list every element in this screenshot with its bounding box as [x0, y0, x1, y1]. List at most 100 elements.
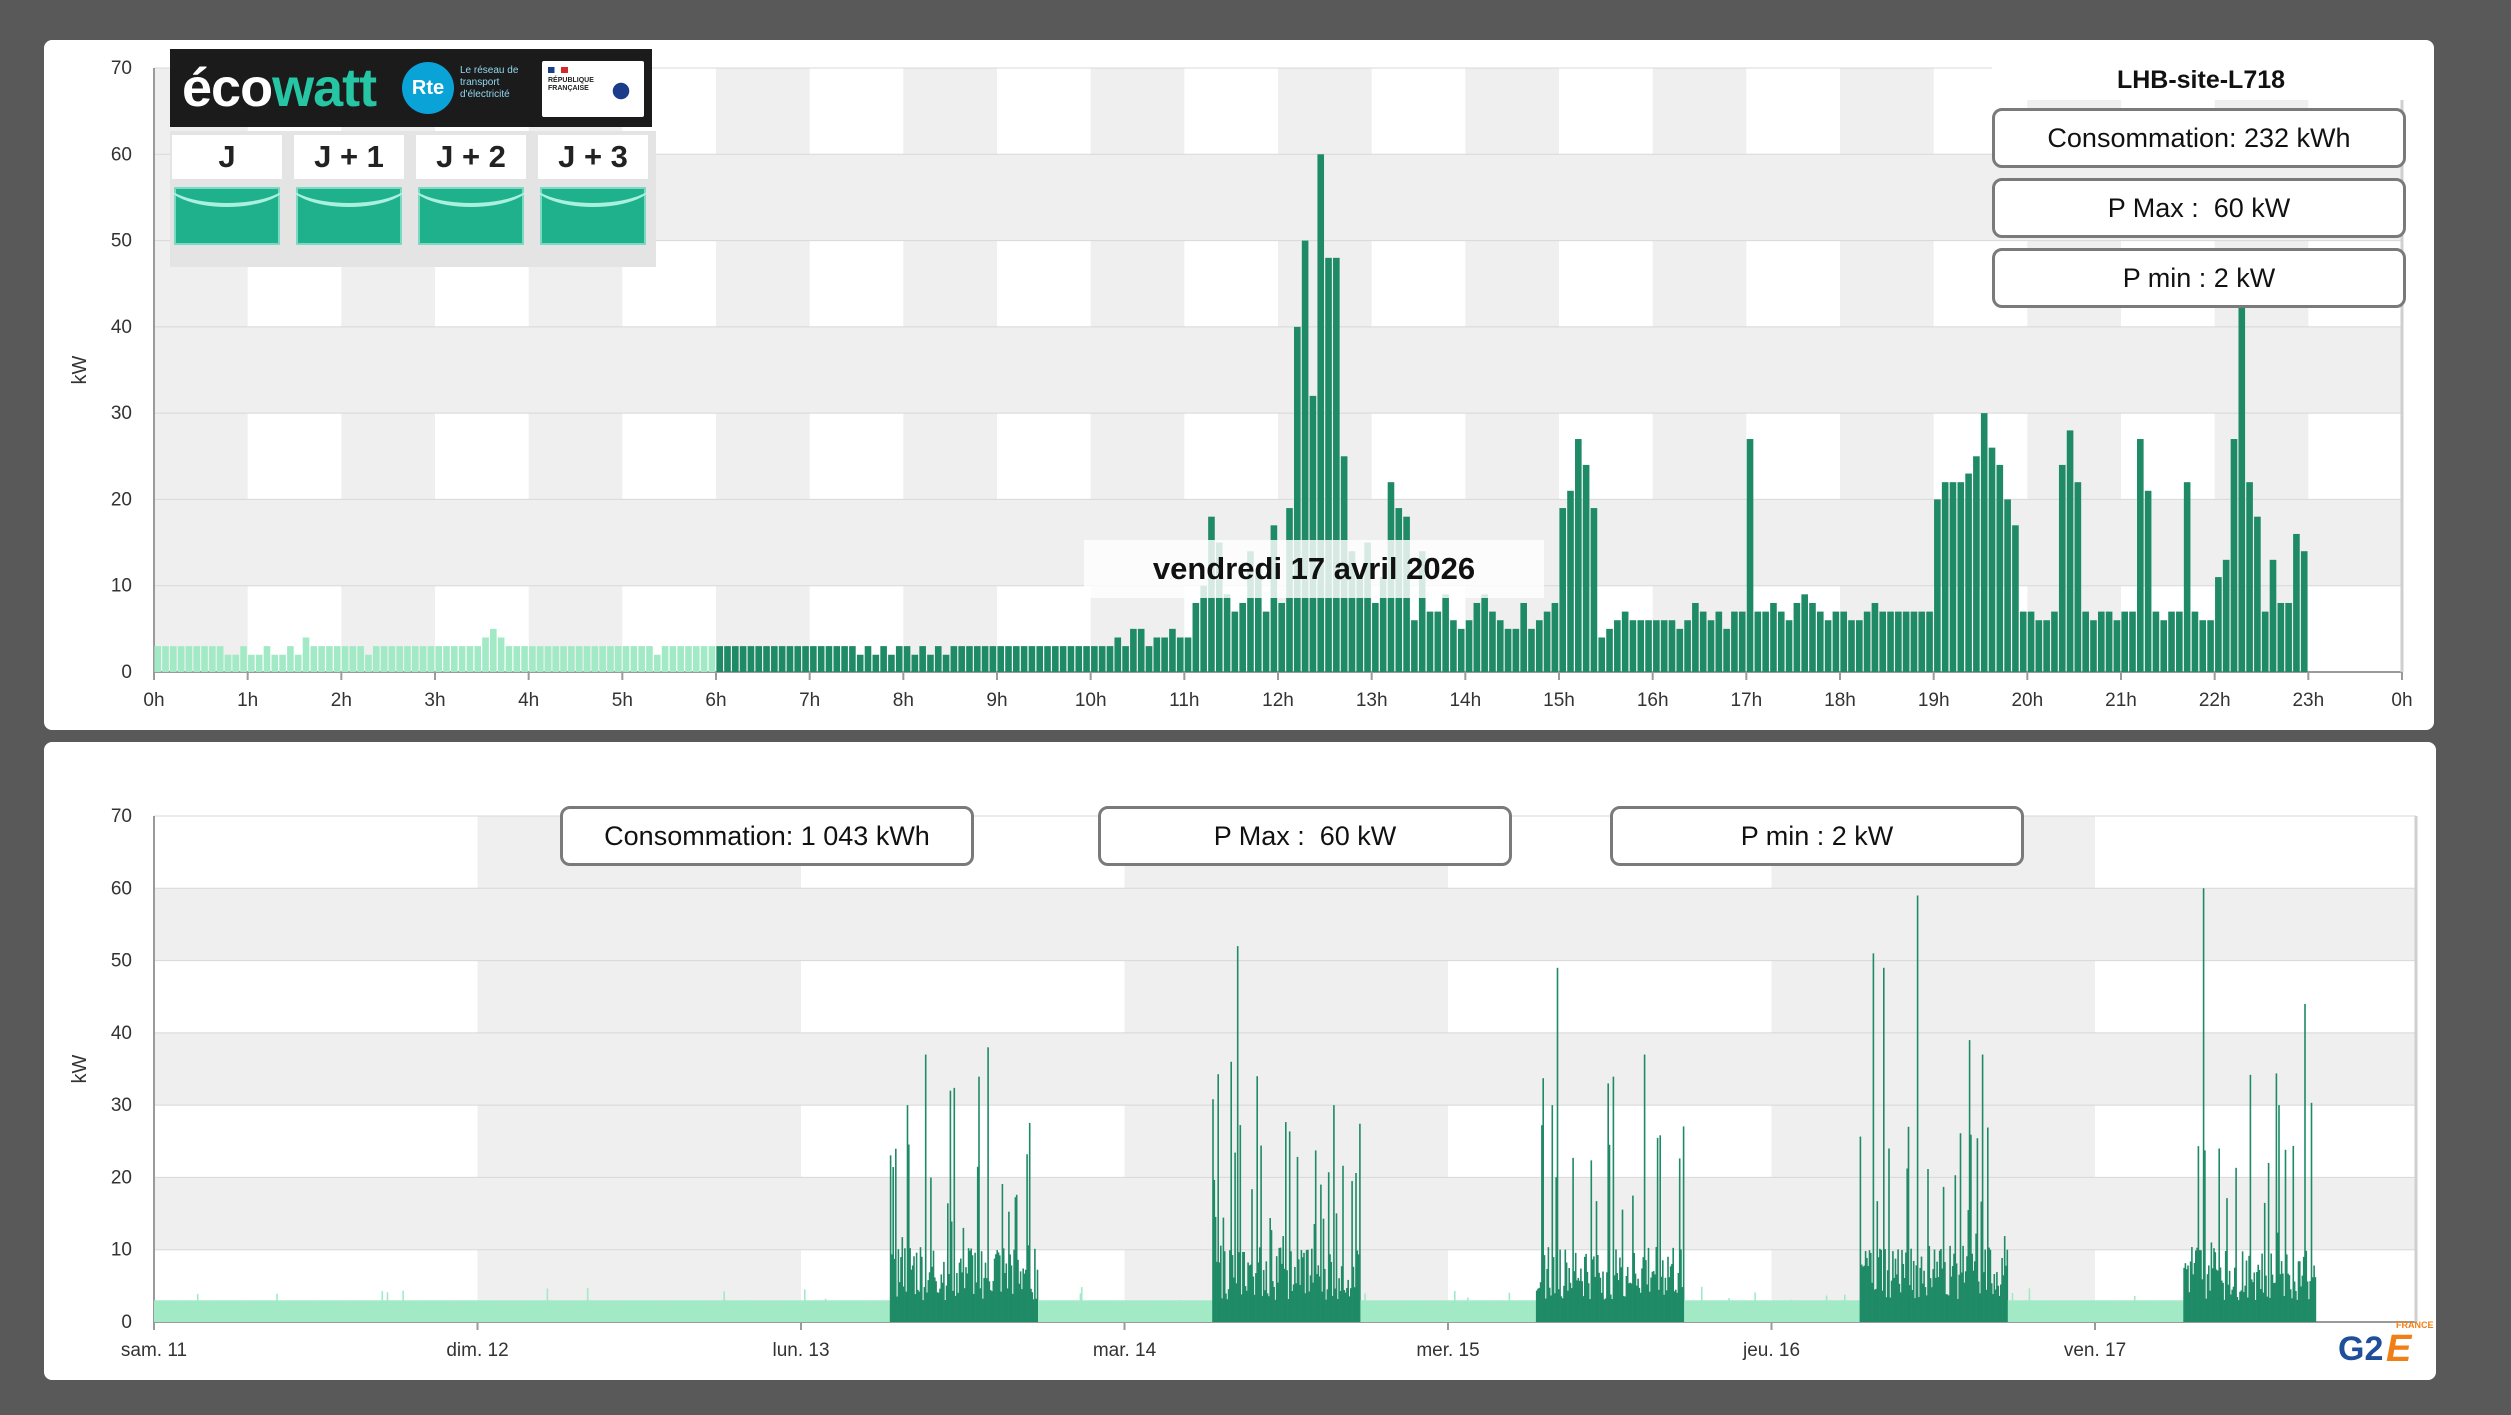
- power-bar: [744, 1300, 746, 1322]
- power-bar: [378, 1300, 381, 1322]
- power-bar: [1000, 1291, 1002, 1322]
- power-bar: [1729, 1300, 1732, 1322]
- ecowatt-day-j[interactable]: J: [170, 135, 284, 261]
- power-bar: [1738, 611, 1746, 672]
- power-bar: [2029, 1300, 2032, 1322]
- power-bar: [876, 1300, 879, 1322]
- power-bar: [2269, 559, 2277, 672]
- power-bar: [1552, 1257, 1555, 1322]
- power-bar: [2244, 1285, 2246, 1322]
- power-bar: [527, 1300, 529, 1322]
- power-bar: [2217, 1270, 2219, 1322]
- power-bar: [2110, 1300, 2113, 1322]
- power-bar: [1338, 1278, 1340, 1322]
- power-bar: [1767, 1300, 1769, 1322]
- power-bar: [583, 646, 591, 672]
- power-bar: [553, 1300, 555, 1322]
- power-bar: [1673, 1291, 1676, 1322]
- x-tick-label: 14h: [1449, 690, 1481, 711]
- power-bar: [346, 1300, 348, 1322]
- power-bar: [1335, 1213, 1338, 1322]
- power-bar: [1207, 1300, 1209, 1322]
- power-bar: [1873, 1289, 1876, 1322]
- power-bar: [930, 1177, 932, 1322]
- power-bar: [1459, 1300, 1461, 1322]
- power-bar: [1881, 1290, 1884, 1322]
- power-bar: [1022, 1268, 1024, 1322]
- ecowatt-day-j2[interactable]: J + 2: [414, 135, 528, 261]
- power-bar: [1503, 1300, 1505, 1322]
- power-bar: [190, 1300, 192, 1322]
- power-bar: [869, 1300, 871, 1322]
- power-bar: [2279, 1274, 2282, 1322]
- power-bar: [1827, 1300, 1829, 1322]
- power-bar: [1013, 1249, 1015, 1322]
- power-bar: [669, 646, 677, 672]
- power-bar: [988, 1281, 991, 1322]
- power-bar: [1793, 602, 1801, 672]
- power-bar: [1036, 646, 1044, 672]
- power-bar: [560, 1300, 563, 1322]
- power-bar: [1262, 611, 1270, 672]
- power-bar: [1642, 1257, 1645, 1322]
- power-bar: [1959, 1133, 1962, 1322]
- power-bar: [1489, 611, 1496, 672]
- power-bar: [2167, 1300, 2170, 1322]
- power-bar: [610, 1300, 612, 1322]
- power-bar: [338, 1300, 341, 1322]
- grid-band: [1090, 240, 1185, 327]
- power-bar: [1457, 1300, 1460, 1322]
- power-bar: [1394, 1300, 1396, 1322]
- power-bar: [1764, 1300, 1767, 1322]
- power-bar: [927, 654, 934, 672]
- power-bar: [513, 646, 521, 672]
- power-bar: [1105, 1300, 1108, 1322]
- x-tick-label: lun. 13: [772, 1340, 829, 1361]
- power-bar: [865, 1300, 867, 1322]
- power-bar: [1754, 611, 1762, 672]
- power-bar: [826, 1300, 828, 1322]
- power-bar: [2010, 1300, 2012, 1322]
- power-bar: [2105, 1300, 2107, 1322]
- power-bar: [550, 1300, 553, 1322]
- ecowatt-day-j3[interactable]: J + 3: [536, 135, 650, 261]
- power-bar: [1487, 1300, 1490, 1322]
- power-bar: [2314, 1277, 2317, 1322]
- power-bar: [411, 646, 419, 672]
- power-bar: [828, 1300, 831, 1322]
- power-bar: [966, 646, 973, 672]
- power-bar: [432, 1300, 434, 1322]
- power-bar: [1879, 1248, 1881, 1322]
- power-bar: [1249, 1264, 1252, 1322]
- ecowatt-day-j1[interactable]: J + 1: [292, 135, 406, 261]
- power-bar: [1145, 646, 1153, 672]
- power-bar: [763, 1300, 766, 1322]
- power-bar: [421, 1300, 424, 1322]
- power-bar: [1278, 1247, 1281, 1322]
- power-bar: [909, 1248, 911, 1322]
- power-bar: [661, 1300, 663, 1322]
- power-bar: [1814, 1300, 1816, 1322]
- grid-band: [1465, 68, 1559, 155]
- power-bar: [1910, 1248, 1912, 1322]
- power-bar: [375, 1300, 377, 1322]
- rte-logo: Rte: [402, 62, 454, 114]
- power-bar: [1314, 1150, 1317, 1322]
- power-bar: [2176, 611, 2183, 672]
- power-bar: [1751, 1300, 1754, 1322]
- power-bar: [969, 1250, 971, 1322]
- power-bar: [1714, 1300, 1716, 1322]
- grid-band: [341, 413, 435, 500]
- power-bar: [524, 1300, 527, 1322]
- power-bar: [1309, 1275, 1312, 1322]
- power-bar: [1682, 1126, 1685, 1322]
- power-bar: [497, 1300, 499, 1322]
- power-bar: [341, 1300, 343, 1322]
- power-bar: [1138, 1300, 1140, 1322]
- power-bar: [395, 1300, 398, 1322]
- power-bar: [1235, 1283, 1238, 1322]
- power-bar: [856, 1300, 858, 1322]
- power-bar: [1075, 1300, 1078, 1322]
- power-bar: [1759, 1300, 1762, 1322]
- grid-band: [1278, 240, 1372, 327]
